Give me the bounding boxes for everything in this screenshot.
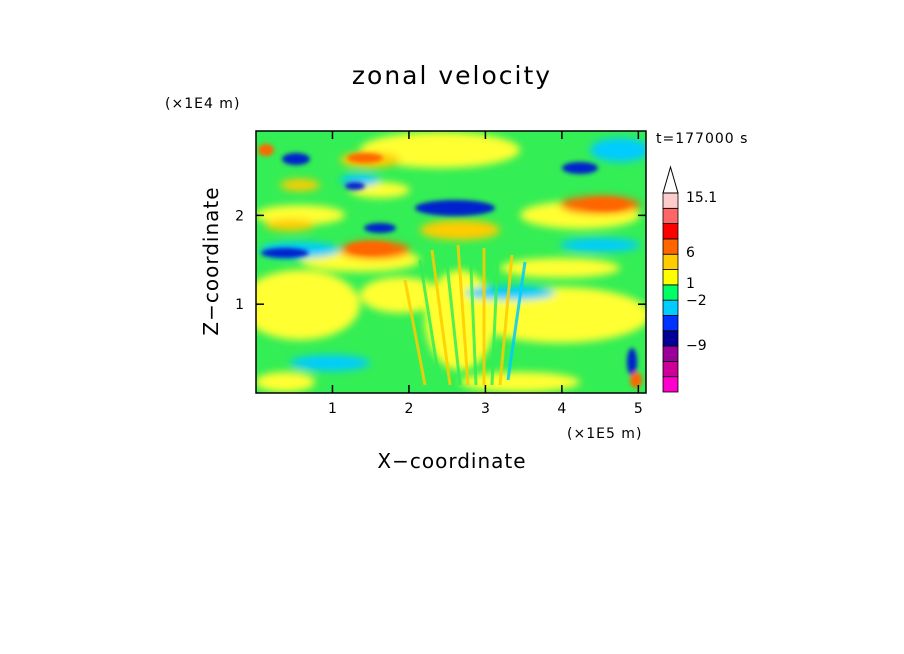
colorbar-level bbox=[662, 223, 679, 240]
colorbar-level bbox=[662, 284, 679, 301]
wave-streak bbox=[403, 279, 427, 386]
colorbar-extend-arrow bbox=[662, 165, 679, 194]
colorbar-label: 6 bbox=[686, 245, 695, 261]
strong-positive-region bbox=[630, 372, 642, 388]
x-axis: 1 2 3 4 5 bbox=[328, 131, 643, 417]
time-label: t=177000 s bbox=[656, 131, 748, 147]
strong-negative-region bbox=[415, 200, 495, 216]
wave-streak bbox=[430, 249, 452, 386]
chart-title: zonal velocity bbox=[352, 61, 552, 90]
strong-negative-region bbox=[627, 348, 637, 376]
colorbar-level bbox=[662, 315, 679, 332]
strong-positive-region bbox=[348, 242, 392, 254]
x-tick-label: 2 bbox=[404, 401, 413, 417]
negative-region bbox=[465, 286, 555, 300]
positive-region bbox=[500, 258, 620, 278]
colorbar-level bbox=[662, 269, 679, 286]
strong-positive-region bbox=[583, 198, 627, 210]
colorbar-level bbox=[662, 330, 679, 347]
colorbar-level bbox=[662, 238, 679, 255]
strong-negative-region bbox=[562, 162, 598, 174]
negative-region bbox=[590, 138, 646, 162]
strong-positive-region bbox=[258, 144, 274, 156]
positive-region bbox=[360, 277, 440, 313]
strong-negative-region bbox=[282, 153, 310, 165]
strong-positive-region bbox=[265, 219, 315, 231]
colorbar: 15.1 6 1−2 −9 bbox=[662, 165, 717, 393]
colorbar-level bbox=[662, 253, 679, 270]
colorbar-label: 1 bbox=[686, 276, 695, 292]
field-sharp-layer bbox=[258, 144, 642, 388]
colorbar-label: 15.1 bbox=[686, 190, 717, 206]
y-scale-label: (×1E4 m) bbox=[165, 96, 240, 112]
colorbar-level bbox=[662, 192, 679, 209]
y-axis: 12 bbox=[235, 208, 646, 313]
strong-negative-region bbox=[261, 248, 309, 258]
y-axis-label: Z−coordinate bbox=[199, 186, 223, 335]
negative-region bbox=[560, 238, 640, 252]
colorbar-level bbox=[662, 360, 679, 378]
colorbar-level bbox=[662, 299, 679, 316]
x-tick-label: 1 bbox=[328, 401, 337, 417]
wave-streak bbox=[418, 259, 442, 386]
wave-streak bbox=[456, 244, 470, 386]
positive-region bbox=[256, 270, 360, 340]
wave-streak bbox=[506, 261, 527, 381]
x-tick-label: 4 bbox=[557, 401, 566, 417]
wave-streak bbox=[498, 254, 514, 386]
strong-positive-region bbox=[280, 179, 320, 191]
colorbar-level bbox=[662, 207, 679, 225]
wave-streaks bbox=[403, 244, 527, 386]
colorbar-level bbox=[662, 376, 679, 393]
positive-region bbox=[256, 372, 315, 392]
wave-streak bbox=[490, 249, 500, 386]
strong-positive-region bbox=[347, 153, 383, 163]
wave-streak bbox=[443, 244, 462, 386]
velocity-field bbox=[256, 131, 646, 393]
field-smooth-layer bbox=[256, 132, 646, 392]
strong-negative-region bbox=[345, 182, 365, 190]
positive-region bbox=[360, 132, 520, 168]
negative-region bbox=[290, 355, 370, 371]
x-tick-label: 5 bbox=[634, 401, 643, 417]
x-scale-label: (×1E5 m) bbox=[567, 426, 642, 442]
colorbar-label: −9 bbox=[686, 338, 707, 354]
strong-negative-region bbox=[364, 223, 396, 233]
y-tick-label: 1 bbox=[235, 297, 244, 313]
strong-positive-region bbox=[420, 220, 500, 240]
x-tick-label: 3 bbox=[481, 401, 490, 417]
positive-region bbox=[460, 372, 580, 392]
y-tick-label: 2 bbox=[235, 208, 244, 224]
x-axis-label: X−coordinate bbox=[377, 449, 526, 473]
colorbar-label: −2 bbox=[686, 293, 707, 309]
colorbar-level bbox=[662, 345, 679, 362]
wave-streak bbox=[468, 244, 478, 386]
plot-frame bbox=[255, 130, 647, 394]
